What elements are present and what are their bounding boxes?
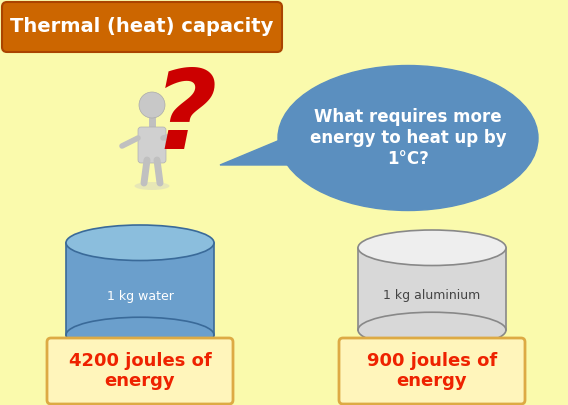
Circle shape [139,92,165,118]
Ellipse shape [278,66,538,211]
Ellipse shape [135,182,169,190]
Polygon shape [220,135,292,165]
FancyBboxPatch shape [339,338,525,404]
FancyBboxPatch shape [2,2,282,52]
FancyBboxPatch shape [138,127,166,163]
Text: 900 joules of
energy: 900 joules of energy [367,352,497,390]
Text: 1 kg aluminium: 1 kg aluminium [383,288,481,301]
Ellipse shape [66,225,214,260]
Bar [66,243,214,335]
Ellipse shape [66,317,214,353]
Text: What requires more
energy to heat up by
1°C?: What requires more energy to heat up by … [310,108,506,168]
Text: 4200 joules of
energy: 4200 joules of energy [69,352,211,390]
Text: 1 kg water: 1 kg water [107,290,173,303]
Text: Thermal (heat) capacity: Thermal (heat) capacity [10,17,274,36]
Text: ?: ? [153,65,217,172]
Ellipse shape [358,230,506,266]
Bar [358,248,506,330]
FancyBboxPatch shape [47,338,233,404]
Ellipse shape [358,312,506,348]
